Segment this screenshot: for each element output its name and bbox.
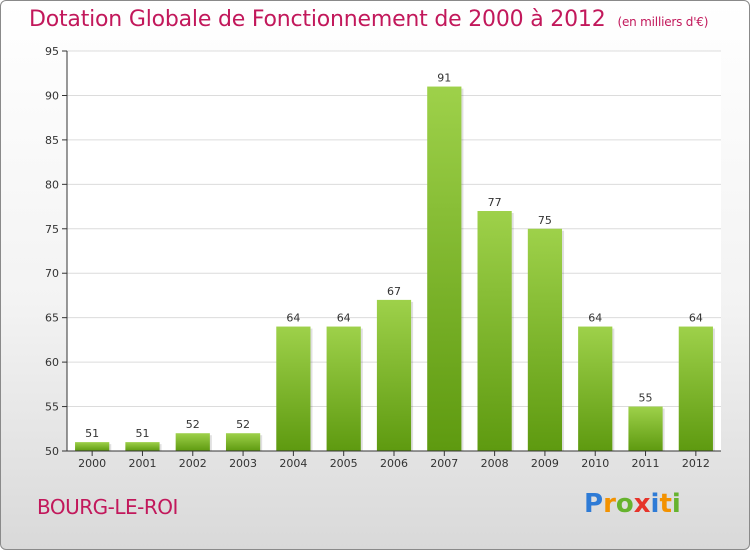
x-tick-label: 2003 <box>229 457 257 470</box>
x-tick-label: 2005 <box>330 457 358 470</box>
bar-value-label: 67 <box>387 285 401 298</box>
bar <box>326 326 361 451</box>
logo-letter: x <box>633 489 651 519</box>
bar-value-label: 52 <box>236 418 250 431</box>
y-tick-label: 60 <box>45 356 59 369</box>
bar <box>75 442 110 451</box>
bar <box>527 228 563 451</box>
x-tick-label: 2010 <box>581 457 609 470</box>
bar-value-label: 52 <box>186 418 200 431</box>
bar-value-label: 51 <box>135 427 149 440</box>
bar <box>376 299 412 451</box>
x-tick-label: 2009 <box>531 457 559 470</box>
chart-title: Dotation Globale de Fonctionnement de 20… <box>29 7 708 32</box>
bar-value-label: 91 <box>437 72 451 85</box>
y-tick-label: 50 <box>45 445 59 458</box>
bar <box>477 211 512 451</box>
logo-letter: i <box>650 489 660 519</box>
bar-value-label: 75 <box>538 214 552 227</box>
x-tick-label: 2007 <box>430 457 458 470</box>
bar <box>578 326 613 451</box>
bar-value-label: 64 <box>689 312 703 325</box>
place-name: BOURG-LE-ROI <box>37 495 178 519</box>
bar-value-label: 55 <box>639 392 653 405</box>
y-tick-label: 85 <box>45 134 59 147</box>
x-tick-label: 2001 <box>128 457 156 470</box>
y-tick-label: 90 <box>45 89 59 102</box>
y-tick-label: 55 <box>45 401 59 414</box>
bar <box>276 326 311 451</box>
y-tick-label: 80 <box>45 178 59 191</box>
logo-letter: P <box>584 489 604 519</box>
bar <box>225 433 261 451</box>
bar <box>125 442 160 451</box>
x-tick-label: 2004 <box>279 457 307 470</box>
y-tick-label: 95 <box>45 45 59 58</box>
bar-value-label: 64 <box>588 312 602 325</box>
y-tick-label: 75 <box>45 223 59 236</box>
chart-subtitle: (en milliers d'€) <box>617 15 709 29</box>
bar <box>678 326 713 451</box>
logo-letter: i <box>671 489 681 519</box>
bar-value-label: 64 <box>286 312 300 325</box>
x-tick-label: 2008 <box>481 457 509 470</box>
x-tick-label: 2006 <box>380 457 408 470</box>
proxiti-logo: Proxiti <box>584 489 681 519</box>
bar-value-label: 64 <box>337 312 351 325</box>
x-tick-label: 2012 <box>682 457 710 470</box>
logo-letter: o <box>615 489 634 519</box>
logo-letter: r <box>603 489 616 519</box>
y-tick-label: 65 <box>45 312 59 325</box>
y-tick-label: 70 <box>45 267 59 280</box>
x-tick-label: 2002 <box>179 457 207 470</box>
chart-title-text: Dotation Globale de Fonctionnement de 20… <box>29 7 606 32</box>
x-tick-label: 2000 <box>78 457 106 470</box>
bar <box>427 86 462 452</box>
bar <box>175 433 210 451</box>
bar-value-label: 77 <box>488 196 502 209</box>
x-tick-label: 2011 <box>632 457 660 470</box>
bar <box>628 406 663 451</box>
bar-value-label: 51 <box>85 427 99 440</box>
logo-letter: t <box>659 489 672 519</box>
